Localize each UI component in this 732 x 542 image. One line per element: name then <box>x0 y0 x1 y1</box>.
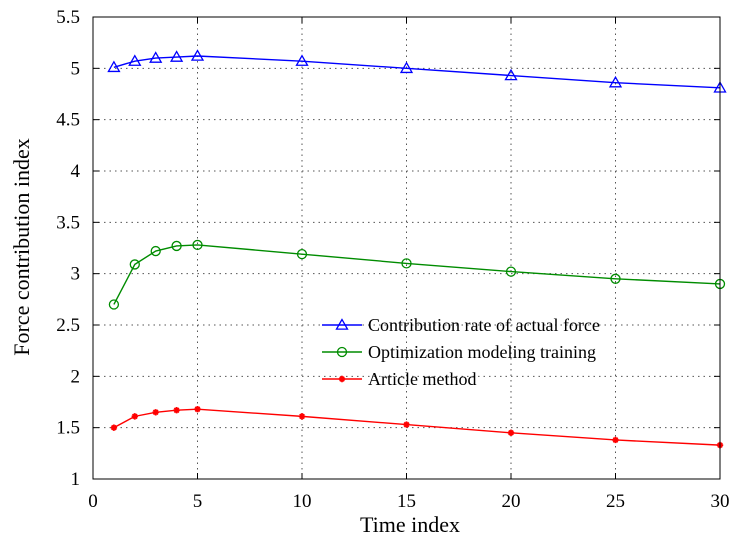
legend-item: Optimization modeling training <box>322 342 596 362</box>
y-tick-label: 5 <box>71 58 81 79</box>
data-point-triangle <box>190 49 205 61</box>
legend-swatch <box>322 318 362 330</box>
legend-swatch <box>322 375 362 383</box>
data-point-triangle <box>608 75 623 88</box>
data-point-star <box>507 429 515 436</box>
y-tick-label: 3 <box>71 264 81 285</box>
x-tick-label: 15 <box>397 491 416 512</box>
x-axis-label: Time index <box>360 512 460 537</box>
x-tick-label: 0 <box>88 491 98 512</box>
x-tick-label: 25 <box>606 491 625 512</box>
data-point-triangle <box>399 61 414 74</box>
data-point-star <box>194 405 201 413</box>
data-point-circle <box>610 273 621 284</box>
y-tick-label: 4 <box>71 161 81 182</box>
legend-label: Contribution rate of actual force <box>368 315 600 335</box>
data-point-circle <box>108 299 120 310</box>
legend-label: Optimization modeling training <box>368 342 596 362</box>
data-point-circle <box>192 239 203 251</box>
y-tick-label: 5.5 <box>56 7 80 28</box>
data-point-star <box>110 424 118 431</box>
y-tick-label: 2 <box>71 366 81 387</box>
x-tick-label: 30 <box>711 491 730 512</box>
series-line <box>113 244 721 305</box>
legend-swatch <box>322 346 362 358</box>
x-tick-label: 10 <box>293 491 312 512</box>
data-point-triangle <box>169 50 184 62</box>
y-tick-label: 2.5 <box>56 315 80 336</box>
data-point-circle <box>150 245 161 257</box>
series-line <box>113 408 721 446</box>
data-point-star <box>403 421 410 428</box>
legend: Contribution rate of actual force Optimi… <box>322 315 600 389</box>
series-triangle <box>107 49 727 93</box>
x-tick-label: 5 <box>193 491 203 512</box>
legend-label: Article method <box>368 369 476 389</box>
series-line <box>113 55 721 89</box>
data-point-triangle <box>107 60 121 73</box>
y-tick-label: 1 <box>71 469 81 490</box>
data-point-circle <box>171 240 182 252</box>
data-point-triangle <box>295 54 309 66</box>
data-point-star <box>131 413 138 420</box>
y-tick-label: 4.5 <box>56 110 80 131</box>
data-point-triangle <box>128 54 142 66</box>
data-point-triangle <box>504 68 518 81</box>
data-point-circle <box>505 266 517 277</box>
data-point-triangle <box>149 51 163 63</box>
data-point-star <box>612 436 619 444</box>
legend-item: Article method <box>322 369 476 389</box>
y-axis-label: Force contribution index <box>9 138 34 356</box>
legend-item: Contribution rate of actual force <box>322 315 600 335</box>
y-tick-label: 1.5 <box>56 418 80 439</box>
series-star <box>110 405 724 449</box>
data-point-circle <box>296 249 308 260</box>
data-point-star <box>298 413 306 420</box>
data-point-triangle <box>335 318 349 330</box>
y-tick-label: 3.5 <box>56 212 80 233</box>
data-point-circle <box>401 258 412 269</box>
data-point-star <box>338 375 346 383</box>
data-point-circle <box>336 346 348 358</box>
series-layer <box>107 49 727 449</box>
data-point-star <box>152 409 159 416</box>
data-point-circle <box>129 259 140 270</box>
data-point-star <box>173 407 180 414</box>
axis-ticks: 0 5 10 15 20 25 30 1 1.5 2 2.5 3 3.5 4 4.5 5 5.5 <box>56 7 729 512</box>
x-tick-label: 20 <box>502 491 521 512</box>
series-circle <box>108 239 726 310</box>
